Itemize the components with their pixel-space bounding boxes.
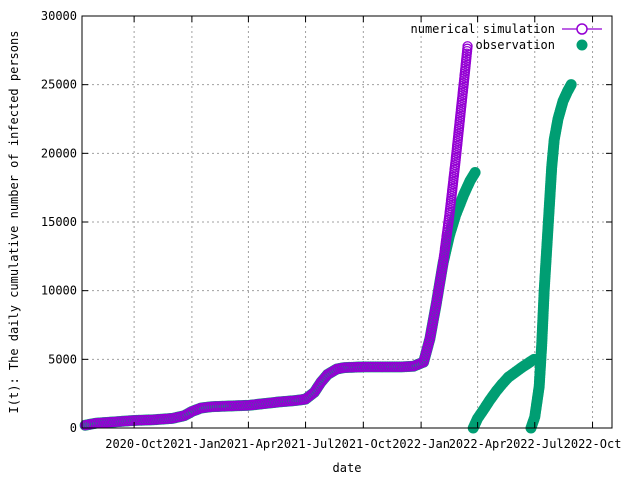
x-tick-label: 2021-Jul — [277, 437, 335, 451]
legend-label-simulation: numerical simulation — [411, 22, 556, 36]
y-tick-label: 10000 — [41, 284, 77, 298]
series-layer — [79, 41, 577, 434]
x-tick-label: 2021-Jan — [163, 437, 221, 451]
y-axis-label: I(t): The daily cumulative number of inf… — [7, 31, 21, 414]
x-tick-label: 2022-Jul — [506, 437, 564, 451]
x-tick-label: 2020-Oct — [105, 437, 163, 451]
y-tick-label: 30000 — [41, 9, 77, 23]
y-tick-label: 25000 — [41, 78, 77, 92]
x-tick-label: 2021-Apr — [220, 437, 278, 451]
x-tick-label: 2022-Apr — [449, 437, 507, 451]
x-tick-label: 2022-Oct — [564, 437, 622, 451]
x-tick-label: 2021-Oct — [334, 437, 392, 451]
y-tick-label: 15000 — [41, 215, 77, 229]
y-tick-label: 5000 — [48, 352, 77, 366]
legend-marker-observation — [576, 39, 588, 51]
legend-label-observation: observation — [476, 38, 555, 52]
observation-point — [565, 79, 577, 91]
y-tick-label: 20000 — [41, 146, 77, 160]
x-axis-label: date — [333, 461, 362, 475]
legend: numerical simulation observation — [411, 22, 602, 52]
legend-marker-simulation — [576, 23, 588, 35]
y-tick-label: 0 — [70, 421, 77, 435]
x-tick-label: 2022-Jan — [392, 437, 450, 451]
simulation-point — [462, 41, 473, 52]
observation-point — [469, 167, 481, 179]
tick-marks — [82, 15, 612, 429]
grid-lines — [82, 16, 612, 428]
